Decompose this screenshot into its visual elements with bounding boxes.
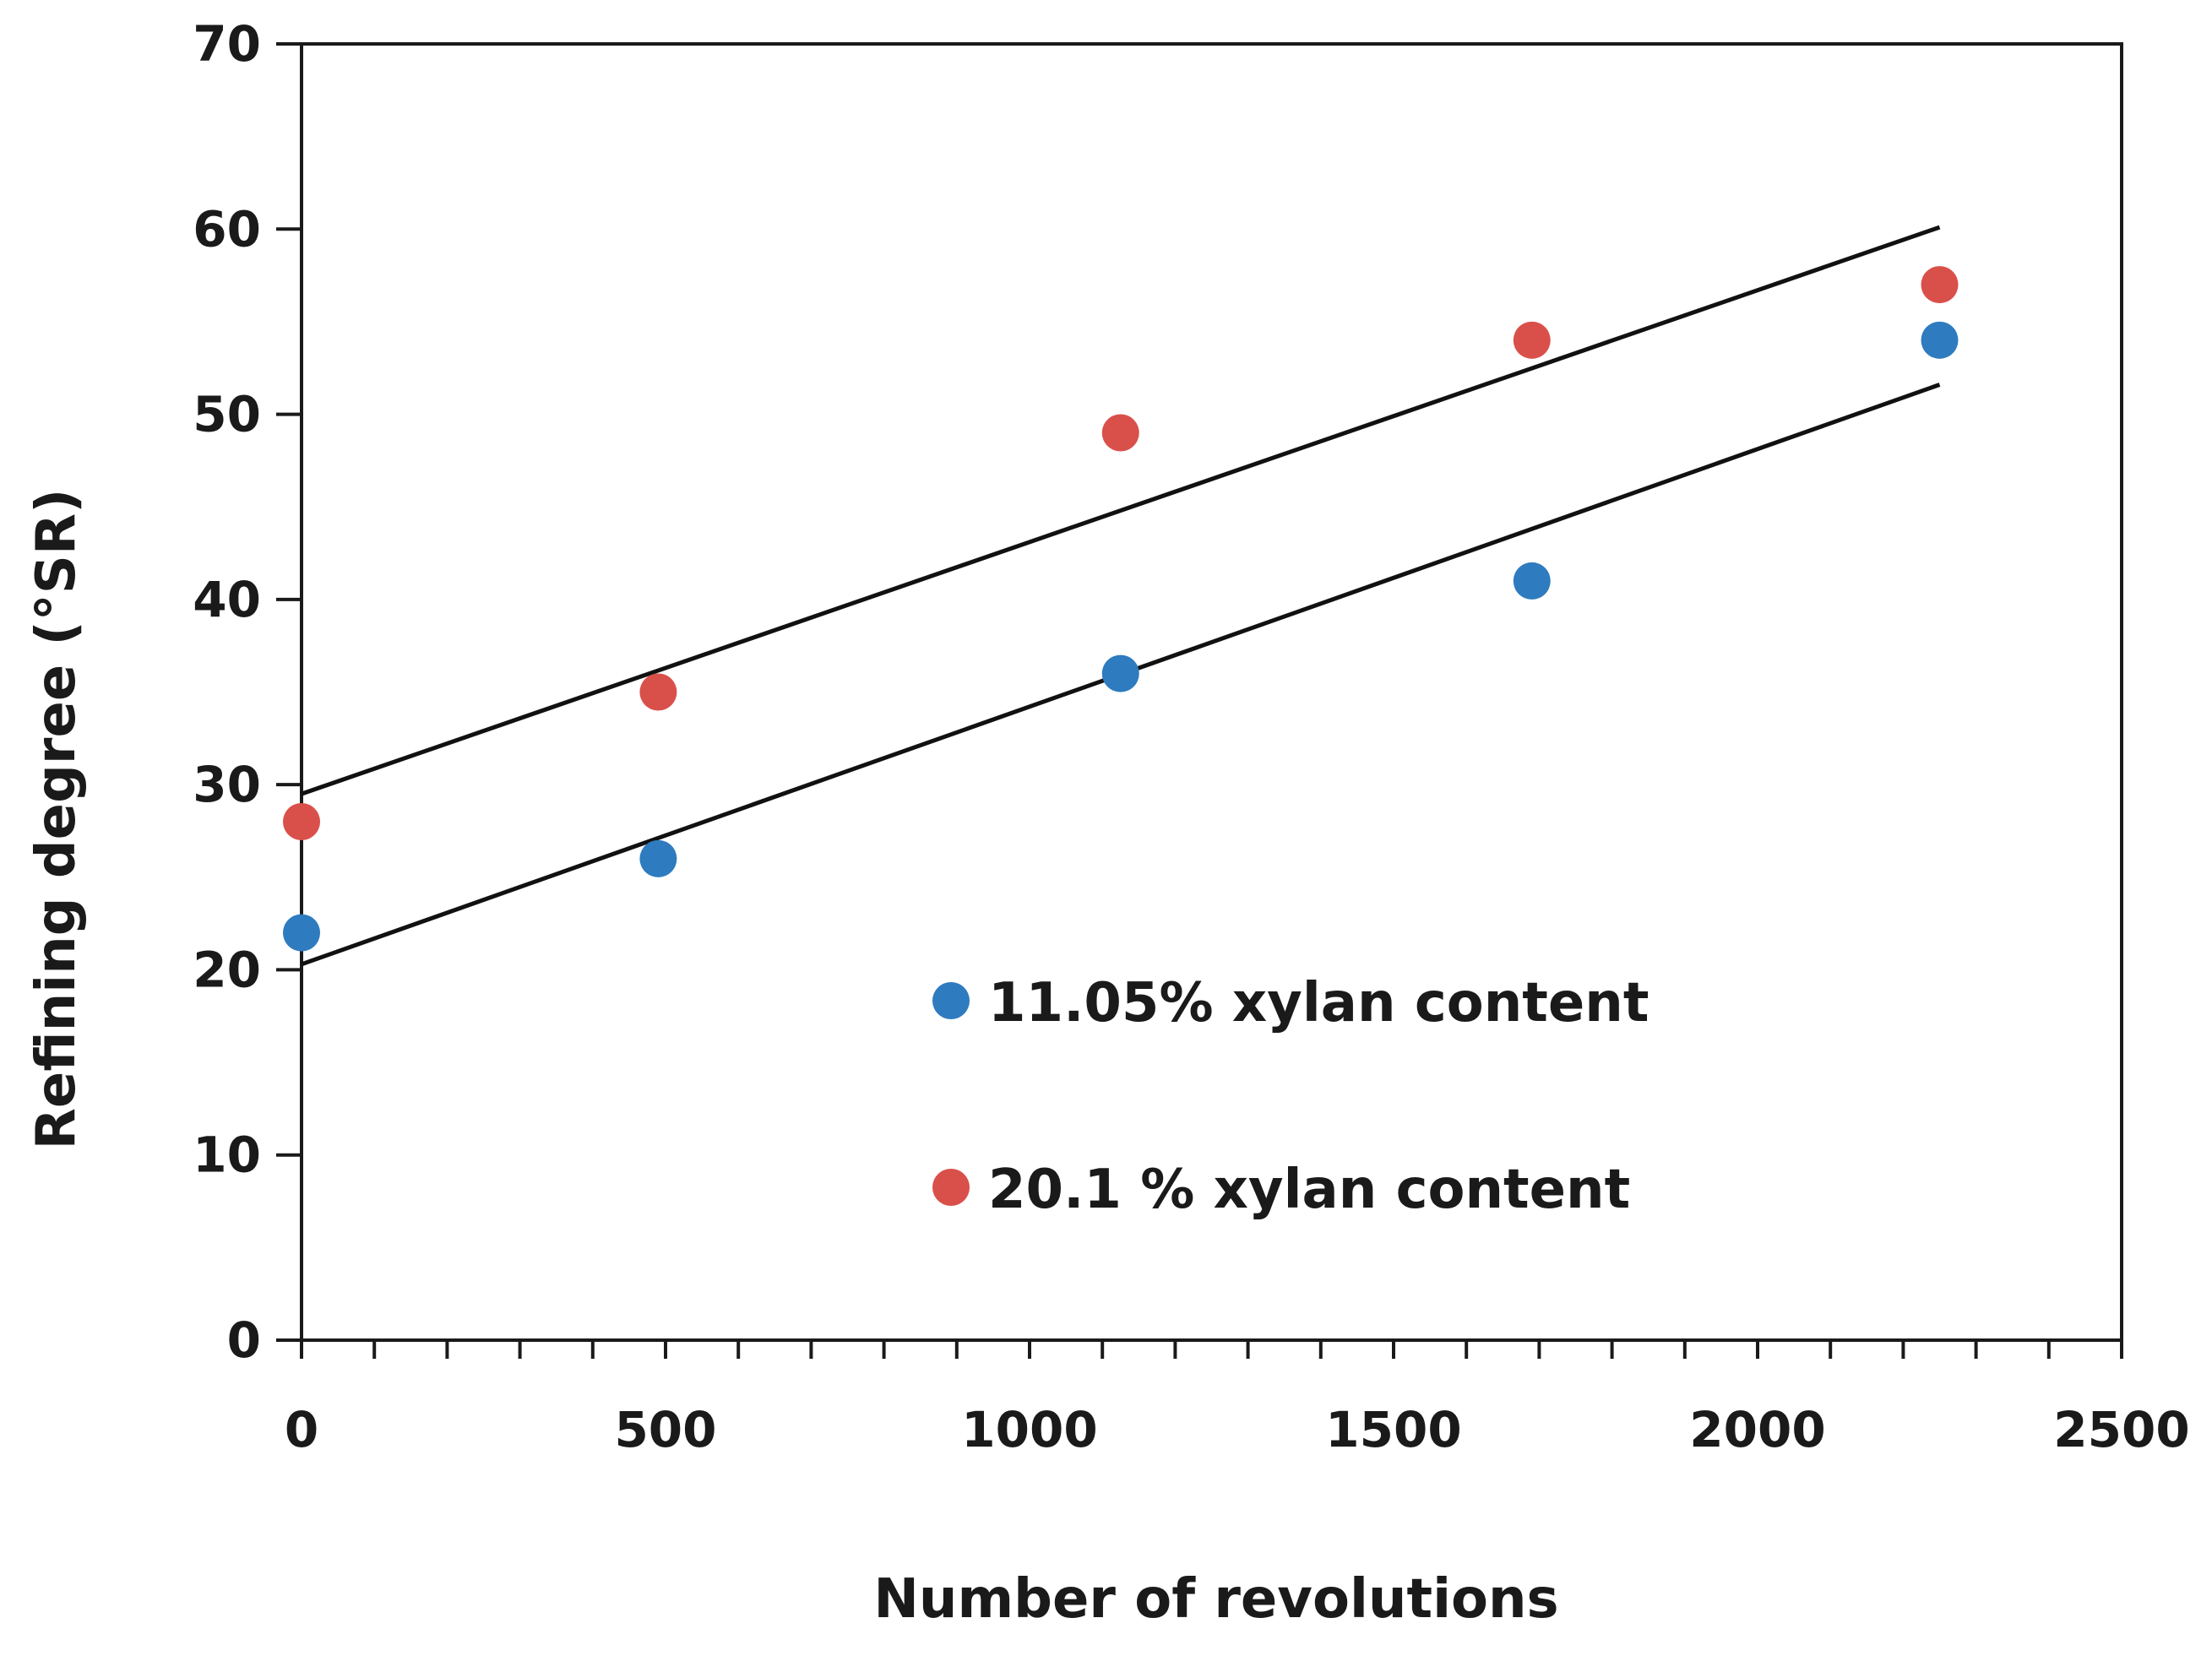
data-point-series-2 <box>639 673 677 711</box>
y-tick-label: 10 <box>193 1127 261 1184</box>
y-axis-ticks: 0 10 20 30 40 50 60 70 <box>193 15 302 1369</box>
data-point-series-2 <box>283 803 320 840</box>
legend: 11.05% xylan content 20.1 % xylan conten… <box>932 972 1649 1221</box>
legend-label-series-1: 11.05% xylan content <box>988 972 1649 1034</box>
y-tick-label: 70 <box>193 15 261 73</box>
y-tick-label: 20 <box>193 941 261 998</box>
x-tick-label: 1000 <box>961 1401 1097 1458</box>
data-point-series-2 <box>1101 414 1139 452</box>
data-point-series-1 <box>1101 654 1139 692</box>
data-point-series-1 <box>1513 562 1551 600</box>
x-tick-label: 500 <box>614 1401 716 1458</box>
legend-marker-series-2 <box>932 1169 970 1206</box>
x-tick-label: 0 <box>285 1401 318 1458</box>
data-point-series-1 <box>283 914 320 952</box>
y-tick-label: 40 <box>193 571 261 628</box>
data-points <box>283 266 1959 952</box>
data-point-series-1 <box>639 839 677 877</box>
trendline-series-2 <box>301 225 1941 796</box>
data-point-series-1 <box>1921 321 1959 359</box>
x-axis-title: Number of revolutions <box>873 1568 1558 1631</box>
x-tick-label: 2500 <box>2053 1401 2189 1458</box>
y-tick-label: 30 <box>193 756 261 813</box>
x-tick-label: 1500 <box>1325 1401 1461 1458</box>
y-tick-label: 60 <box>193 200 261 258</box>
legend-marker-series-1 <box>932 982 970 1019</box>
y-axis-title: Refining degree (°SR) <box>25 489 88 1150</box>
x-axis-ticks: 0 500 1000 1500 2000 2500 <box>285 1340 2190 1458</box>
y-tick-label: 50 <box>193 386 261 443</box>
plot-frame <box>300 42 2123 1342</box>
trendlines <box>301 225 1941 967</box>
data-point-series-2 <box>1921 266 1959 304</box>
y-tick-label: 0 <box>227 1311 261 1369</box>
legend-label-series-2: 20.1 % xylan content <box>988 1159 1630 1221</box>
x-tick-label: 2000 <box>1689 1401 1825 1458</box>
data-point-series-2 <box>1513 321 1551 359</box>
plot-border <box>300 42 2123 1342</box>
